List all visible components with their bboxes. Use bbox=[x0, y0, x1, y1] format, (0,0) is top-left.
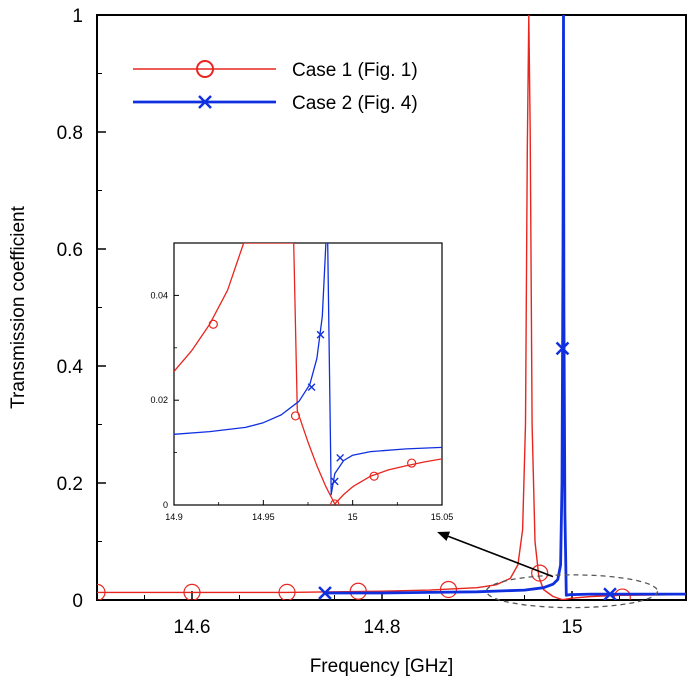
circle-marker bbox=[278, 583, 296, 600]
y-tick-label: 0.4 bbox=[57, 357, 84, 378]
zoom-region-ellipse bbox=[485, 574, 659, 609]
legend: Case 1 (Fig. 1) Case 2 (Fig. 4) bbox=[133, 60, 418, 114]
inset-y-tick-label: 0 bbox=[163, 500, 168, 510]
y-axis-label: Transmission coefficient bbox=[8, 205, 29, 408]
circle-marker bbox=[531, 564, 549, 582]
x-tick-label: 15 bbox=[561, 617, 582, 638]
y-tick-label: 0 bbox=[72, 591, 83, 612]
x-marker bbox=[318, 586, 332, 600]
x-marker bbox=[316, 330, 325, 339]
inset-x-tick-label: 15 bbox=[348, 512, 358, 522]
inset-y-tick-label: 0.04 bbox=[150, 290, 168, 300]
zoom-arrow bbox=[437, 531, 554, 578]
series-line bbox=[174, 243, 442, 496]
legend-label: Case 1 (Fig. 1) bbox=[292, 60, 418, 81]
series-1 bbox=[174, 243, 442, 505]
series-2 bbox=[318, 15, 686, 600]
x-tick-label: 14.8 bbox=[364, 617, 401, 638]
series-2 bbox=[174, 243, 442, 496]
series-line bbox=[97, 15, 686, 600]
circle-marker bbox=[330, 499, 340, 505]
y-tick-label: 1 bbox=[72, 6, 83, 27]
series-line bbox=[325, 15, 686, 597]
x-marker bbox=[330, 477, 339, 486]
circle-marker bbox=[97, 583, 106, 600]
x-marker bbox=[603, 587, 617, 600]
inset-frame bbox=[173, 242, 443, 506]
inset-x-tick-label: 14.95 bbox=[252, 512, 275, 522]
x-tick-label: 14.6 bbox=[174, 617, 211, 638]
y-tick-label: 0.8 bbox=[57, 123, 83, 144]
circle-marker bbox=[208, 319, 218, 329]
circle-marker bbox=[183, 583, 201, 600]
circle-marker bbox=[369, 471, 379, 481]
inset-x-tick-label: 15.05 bbox=[431, 512, 454, 522]
circle-marker bbox=[290, 411, 301, 421]
inset-plot: 0 0.02 0.04 14.9 14.95 15 15.05 bbox=[144, 239, 453, 531]
y-tick-label: 0.2 bbox=[57, 474, 83, 495]
x-marker bbox=[307, 383, 316, 391]
circle-marker bbox=[407, 458, 417, 468]
circle-marker bbox=[349, 582, 367, 600]
y-tick-label: 0.6 bbox=[57, 240, 83, 261]
x-marker bbox=[336, 453, 345, 462]
x-axis-label: Frequency [GHz] bbox=[310, 656, 454, 677]
series-line bbox=[174, 243, 442, 505]
x-marker bbox=[555, 341, 570, 356]
legend-x-marker bbox=[198, 95, 212, 109]
legend-circle-marker bbox=[196, 60, 214, 78]
legend-label: Case 2 (Fig. 4) bbox=[292, 93, 418, 114]
series-1 bbox=[97, 15, 686, 600]
circle-marker bbox=[439, 580, 458, 599]
inset-x-tick-label: 14.9 bbox=[165, 512, 183, 522]
inset-y-tick-label: 0.02 bbox=[150, 395, 168, 405]
